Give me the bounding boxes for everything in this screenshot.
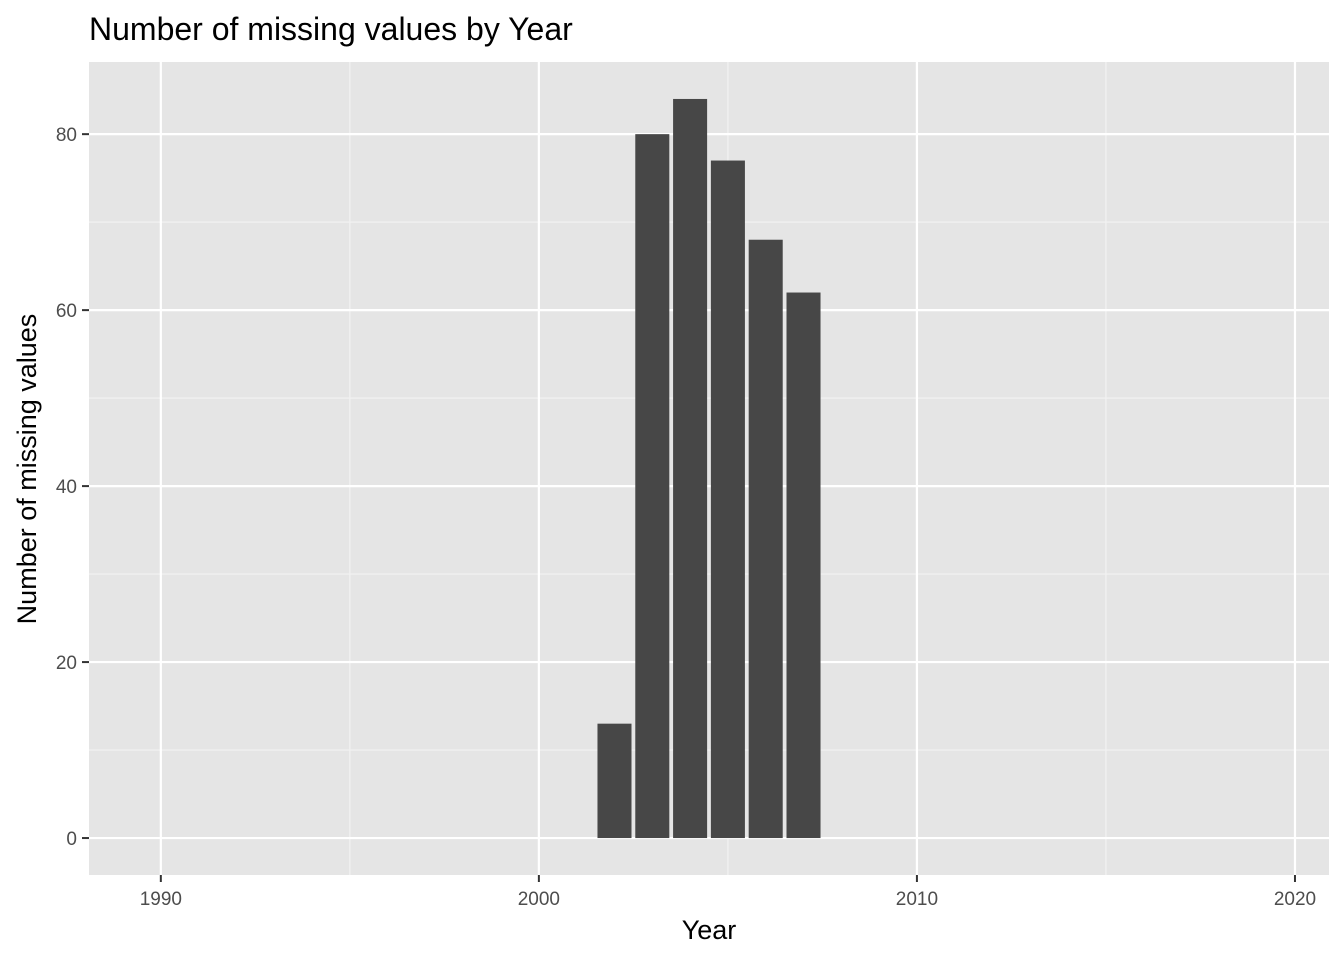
x-axis-title: Year: [682, 915, 737, 945]
x-tick-label: 2010: [896, 889, 938, 910]
major-gridlines: [89, 62, 1329, 875]
bar-2005: [710, 160, 745, 839]
x-tick-label: 2000: [518, 889, 560, 910]
y-tick-label: 20: [56, 653, 77, 674]
y-tick-label: 80: [56, 125, 77, 146]
y-tick-label: 60: [56, 301, 77, 322]
plot-panel: [89, 62, 1329, 875]
bar-2004: [673, 98, 708, 839]
y-axis-title: Number of missing values: [12, 314, 42, 625]
y-tick-label: 40: [56, 477, 77, 498]
y-axis: 0 20 40 60 80: [56, 125, 89, 850]
x-tick-label: 1990: [140, 889, 182, 910]
x-axis: 1990 2000 2010 2020: [140, 875, 1316, 910]
x-tick-label: 2020: [1274, 889, 1316, 910]
bars-group: [597, 98, 821, 839]
bar-2007: [786, 292, 821, 839]
y-tick-label: 0: [66, 829, 77, 850]
bar-2003: [635, 134, 670, 839]
chart-title: Number of missing values by Year: [89, 11, 573, 47]
bar-2002: [597, 723, 632, 839]
bar-2006: [748, 239, 783, 839]
